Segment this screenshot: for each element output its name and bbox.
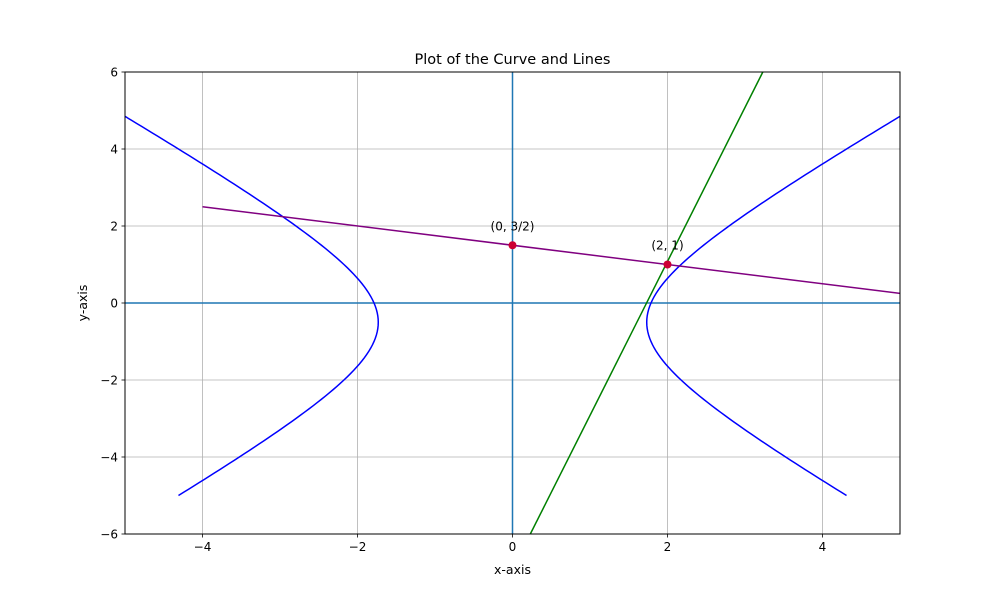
y-axis-label: y-axis [75,285,90,322]
x-axis-label: x-axis [494,562,531,577]
curve-branch-right [645,115,900,497]
y-tick-label: −6 [100,528,118,542]
chart-title: Plot of the Curve and Lines [415,52,611,68]
x-tick-label: −4 [194,540,212,554]
series-layer [125,72,900,534]
y-tick-label: 4 [110,143,118,157]
y-tick-label: 6 [110,66,118,80]
point-marker [663,260,672,269]
point-annotation: (2, 1) [651,239,683,253]
x-tick-label: 4 [819,540,827,554]
point-annotation: (0, 3/2) [491,219,535,233]
point-marker [508,241,517,250]
x-tick-label: −2 [349,540,367,554]
points-layer: (0, 3/2) (2, 1) [491,219,684,269]
y-tick-label: −2 [100,374,118,388]
ticks-layer: −4 −2 0 2 4 −6 −4 −2 0 2 4 6 [100,66,826,555]
y-tick-label: −4 [100,451,118,465]
plot-area: (0, 3/2) (2, 1) [125,72,900,534]
reference-lines [125,72,900,534]
x-tick-label: 0 [509,540,517,554]
x-tick-label: 2 [664,540,672,554]
curve-branch-left [125,115,380,497]
y-tick-label: 0 [110,297,118,311]
series-line-2 [202,206,900,295]
series-line-1 [529,72,764,534]
y-tick-label: 2 [110,220,118,234]
